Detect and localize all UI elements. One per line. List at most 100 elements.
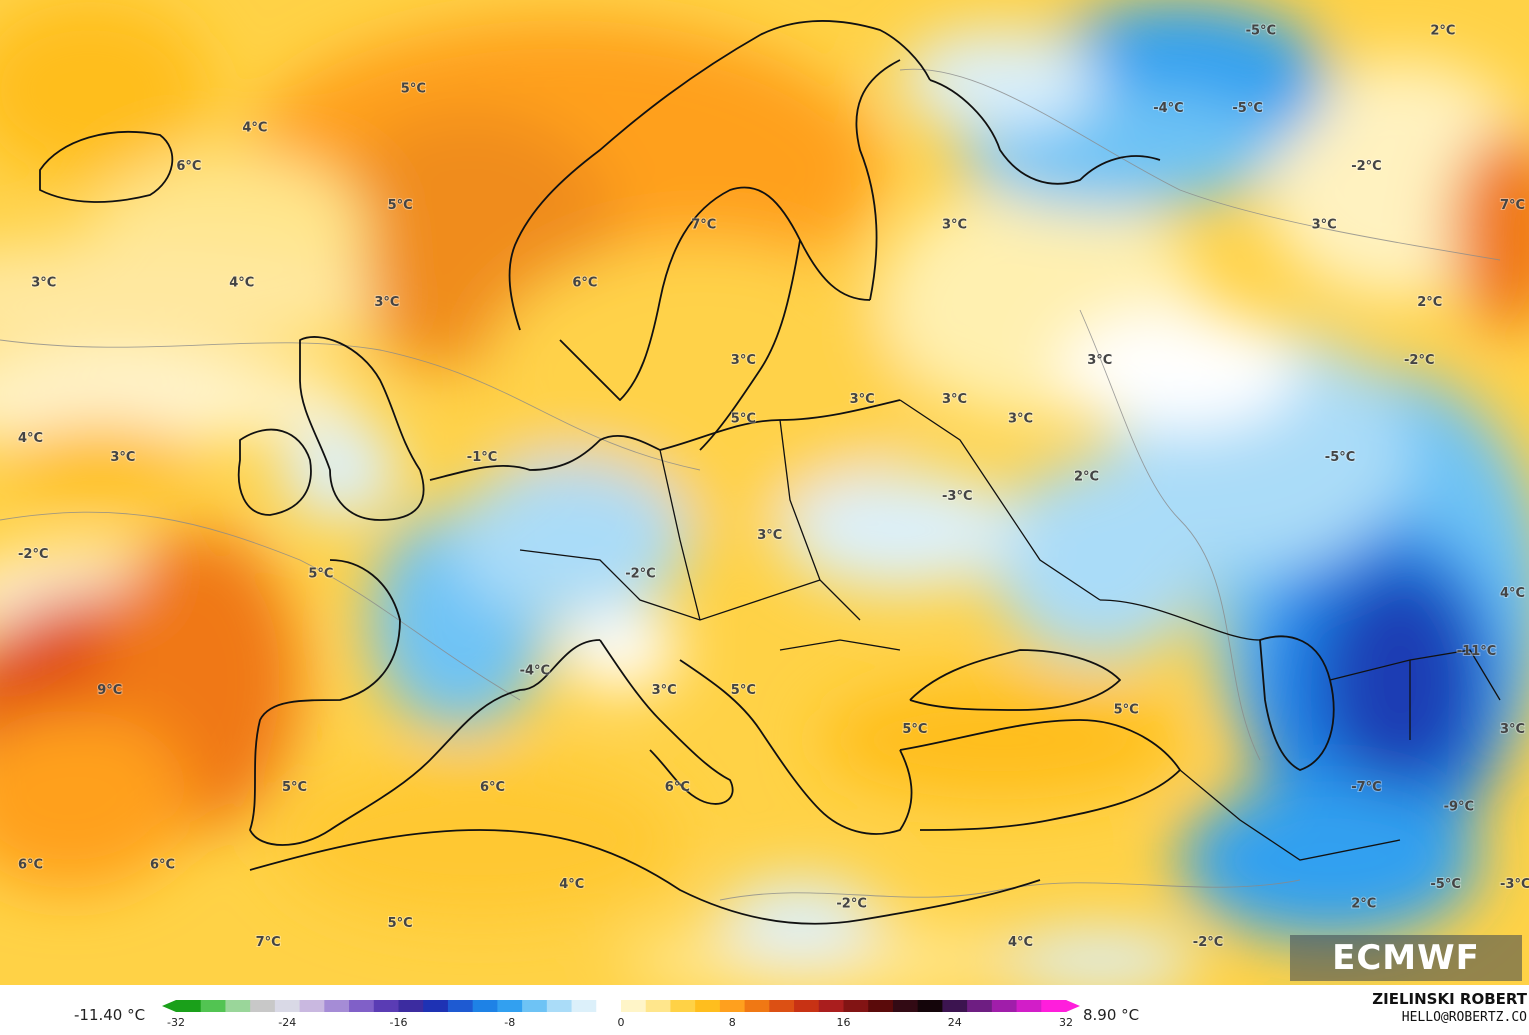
legend-max-value: 8.90 °C	[1083, 1006, 1140, 1024]
colorbar-swatch	[225, 1000, 251, 1012]
temperature-label: -1°C	[467, 450, 497, 465]
temperature-label: 4°C	[559, 877, 584, 892]
colorbar-swatch	[818, 1000, 844, 1012]
temperature-label: 5°C	[902, 722, 927, 737]
colorbar-swatch	[349, 1000, 375, 1012]
colorbar-swatch	[398, 1000, 424, 1012]
colorbar-swatch	[324, 1000, 350, 1012]
temperature-label: -4°C	[1153, 101, 1183, 116]
temperature-label: 7°C	[1500, 198, 1525, 213]
temperature-label: 3°C	[1312, 217, 1337, 232]
colorbar-swatch	[497, 1000, 523, 1012]
temperature-label: 6°C	[176, 159, 201, 174]
credit-name: ZIELINSKI ROBERT	[1372, 990, 1527, 1008]
temperature-label: -9°C	[1444, 799, 1474, 814]
temperature-label: 4°C	[18, 431, 43, 446]
temperature-label: 3°C	[942, 217, 967, 232]
temperature-label: 7°C	[691, 217, 716, 232]
colorbar-tick-label: 32	[1059, 1016, 1073, 1029]
temperature-label: 6°C	[18, 858, 43, 873]
colorbar-swatch	[719, 1000, 746, 1012]
temperature-label: -3°C	[942, 489, 972, 504]
colorbar-swatch	[967, 1000, 993, 1012]
colorbar-swatch	[769, 1000, 795, 1012]
temperature-label: 4°C	[1008, 935, 1033, 950]
colorbar-swatch	[299, 1000, 325, 1012]
temperature-label: -11°C	[1457, 644, 1497, 659]
temperature-label: -5°C	[1246, 23, 1276, 38]
temperature-label: 5°C	[731, 411, 756, 426]
ecmwf-logo: ECMWF	[1290, 935, 1522, 981]
credit-email: HELLO@ROBERTZ.CO	[1401, 1010, 1527, 1025]
legend-min-value: -11.40 °C	[74, 1006, 146, 1024]
colorbar-swatch	[274, 1000, 301, 1012]
temperature-label: 3°C	[652, 683, 677, 698]
temperature-label: 3°C	[1500, 722, 1525, 737]
temperature-label: 6°C	[150, 858, 175, 873]
colorbar-swatch	[670, 1000, 696, 1012]
temperature-label: 3°C	[942, 392, 967, 407]
temperature-label: -2°C	[1351, 159, 1381, 174]
temperature-label: -5°C	[1325, 450, 1355, 465]
temperature-field	[0, 0, 1529, 1000]
colorbar-swatch	[571, 1000, 597, 1012]
temperature-label: 3°C	[31, 276, 56, 291]
colorbar-swatch	[744, 1000, 770, 1012]
colorbar-tick-label: 16	[837, 1016, 851, 1029]
temperature-label: -2°C	[836, 896, 866, 911]
colorbar-swatch	[794, 1000, 820, 1012]
colorbar-swatch	[695, 1000, 721, 1012]
colorbar-swatch	[596, 1000, 622, 1012]
temperature-label: 2°C	[1074, 470, 1099, 485]
colorbar-swatch	[991, 1000, 1018, 1012]
temperature-label: 5°C	[308, 567, 333, 582]
map-canvas: 5°C 4°C 6°C 5°C 7°C 6°C 3°C 4°C 3°C 3°C 3°C 3°C 3°C 3…	[0, 0, 1529, 1000]
temperature-label: 5°C	[388, 916, 413, 931]
temperature-label: 6°C	[572, 276, 597, 291]
colorbar-swatch	[472, 1000, 498, 1012]
temperature-label: 3°C	[374, 295, 399, 310]
temperature-label: -3°C	[1500, 877, 1529, 892]
colorbar-max-arrow	[1066, 1000, 1080, 1012]
ecmwf-logo-text: ECMWF	[1332, 938, 1480, 978]
temperature-label: 5°C	[1114, 702, 1139, 717]
colorbar-swatch	[200, 1000, 226, 1012]
colorbar-swatch	[843, 1000, 869, 1012]
temperature-label: -5°C	[1232, 101, 1262, 116]
temperature-label: -2°C	[625, 567, 655, 582]
temperature-label: -5°C	[1430, 877, 1460, 892]
colorbar-swatch	[522, 1000, 548, 1012]
temperature-label: -7°C	[1351, 780, 1381, 795]
colorbar-tick-label: -32	[167, 1016, 185, 1029]
isotherm-lines	[0, 68, 1501, 901]
colorbar-swatch	[546, 1000, 573, 1012]
colorbar-tick-label: -24	[278, 1016, 296, 1029]
temperature-label: -4°C	[520, 664, 550, 679]
colorbar-swatch	[250, 1000, 276, 1012]
colorbar-tick-label: -16	[390, 1016, 408, 1029]
temperature-label: 6°C	[480, 780, 505, 795]
temperature-label: 9°C	[97, 683, 122, 698]
temperature-label: 4°C	[229, 276, 254, 291]
coastlines-and-borders	[39, 20, 1501, 925]
temperature-label: 3°C	[757, 528, 782, 543]
temperature-label: 3°C	[110, 450, 135, 465]
colorbar-tick-label: -8	[504, 1016, 515, 1029]
colorbar-swatch	[868, 1000, 894, 1012]
temperature-label: -2°C	[1193, 935, 1223, 950]
colorbar-swatch	[942, 1000, 968, 1012]
colorbar-swatch	[423, 1000, 449, 1012]
colorbar-swatch	[917, 1000, 943, 1012]
colorbar-swatch	[447, 1000, 474, 1012]
temperature-label: 2°C	[1351, 896, 1376, 911]
temperature-label: 5°C	[401, 82, 426, 97]
temperature-label: 7°C	[256, 935, 281, 950]
temperature-label: 2°C	[1417, 295, 1442, 310]
temperature-label: 3°C	[731, 353, 756, 368]
colorbar-min-arrow	[162, 1000, 176, 1012]
temperature-label: 4°C	[242, 120, 267, 135]
colorbar-tick-label: 24	[948, 1016, 962, 1029]
colorbar-swatch	[373, 1000, 399, 1012]
colorbar-tick-label: 8	[729, 1016, 736, 1029]
colorbar-swatch	[1016, 1000, 1042, 1012]
